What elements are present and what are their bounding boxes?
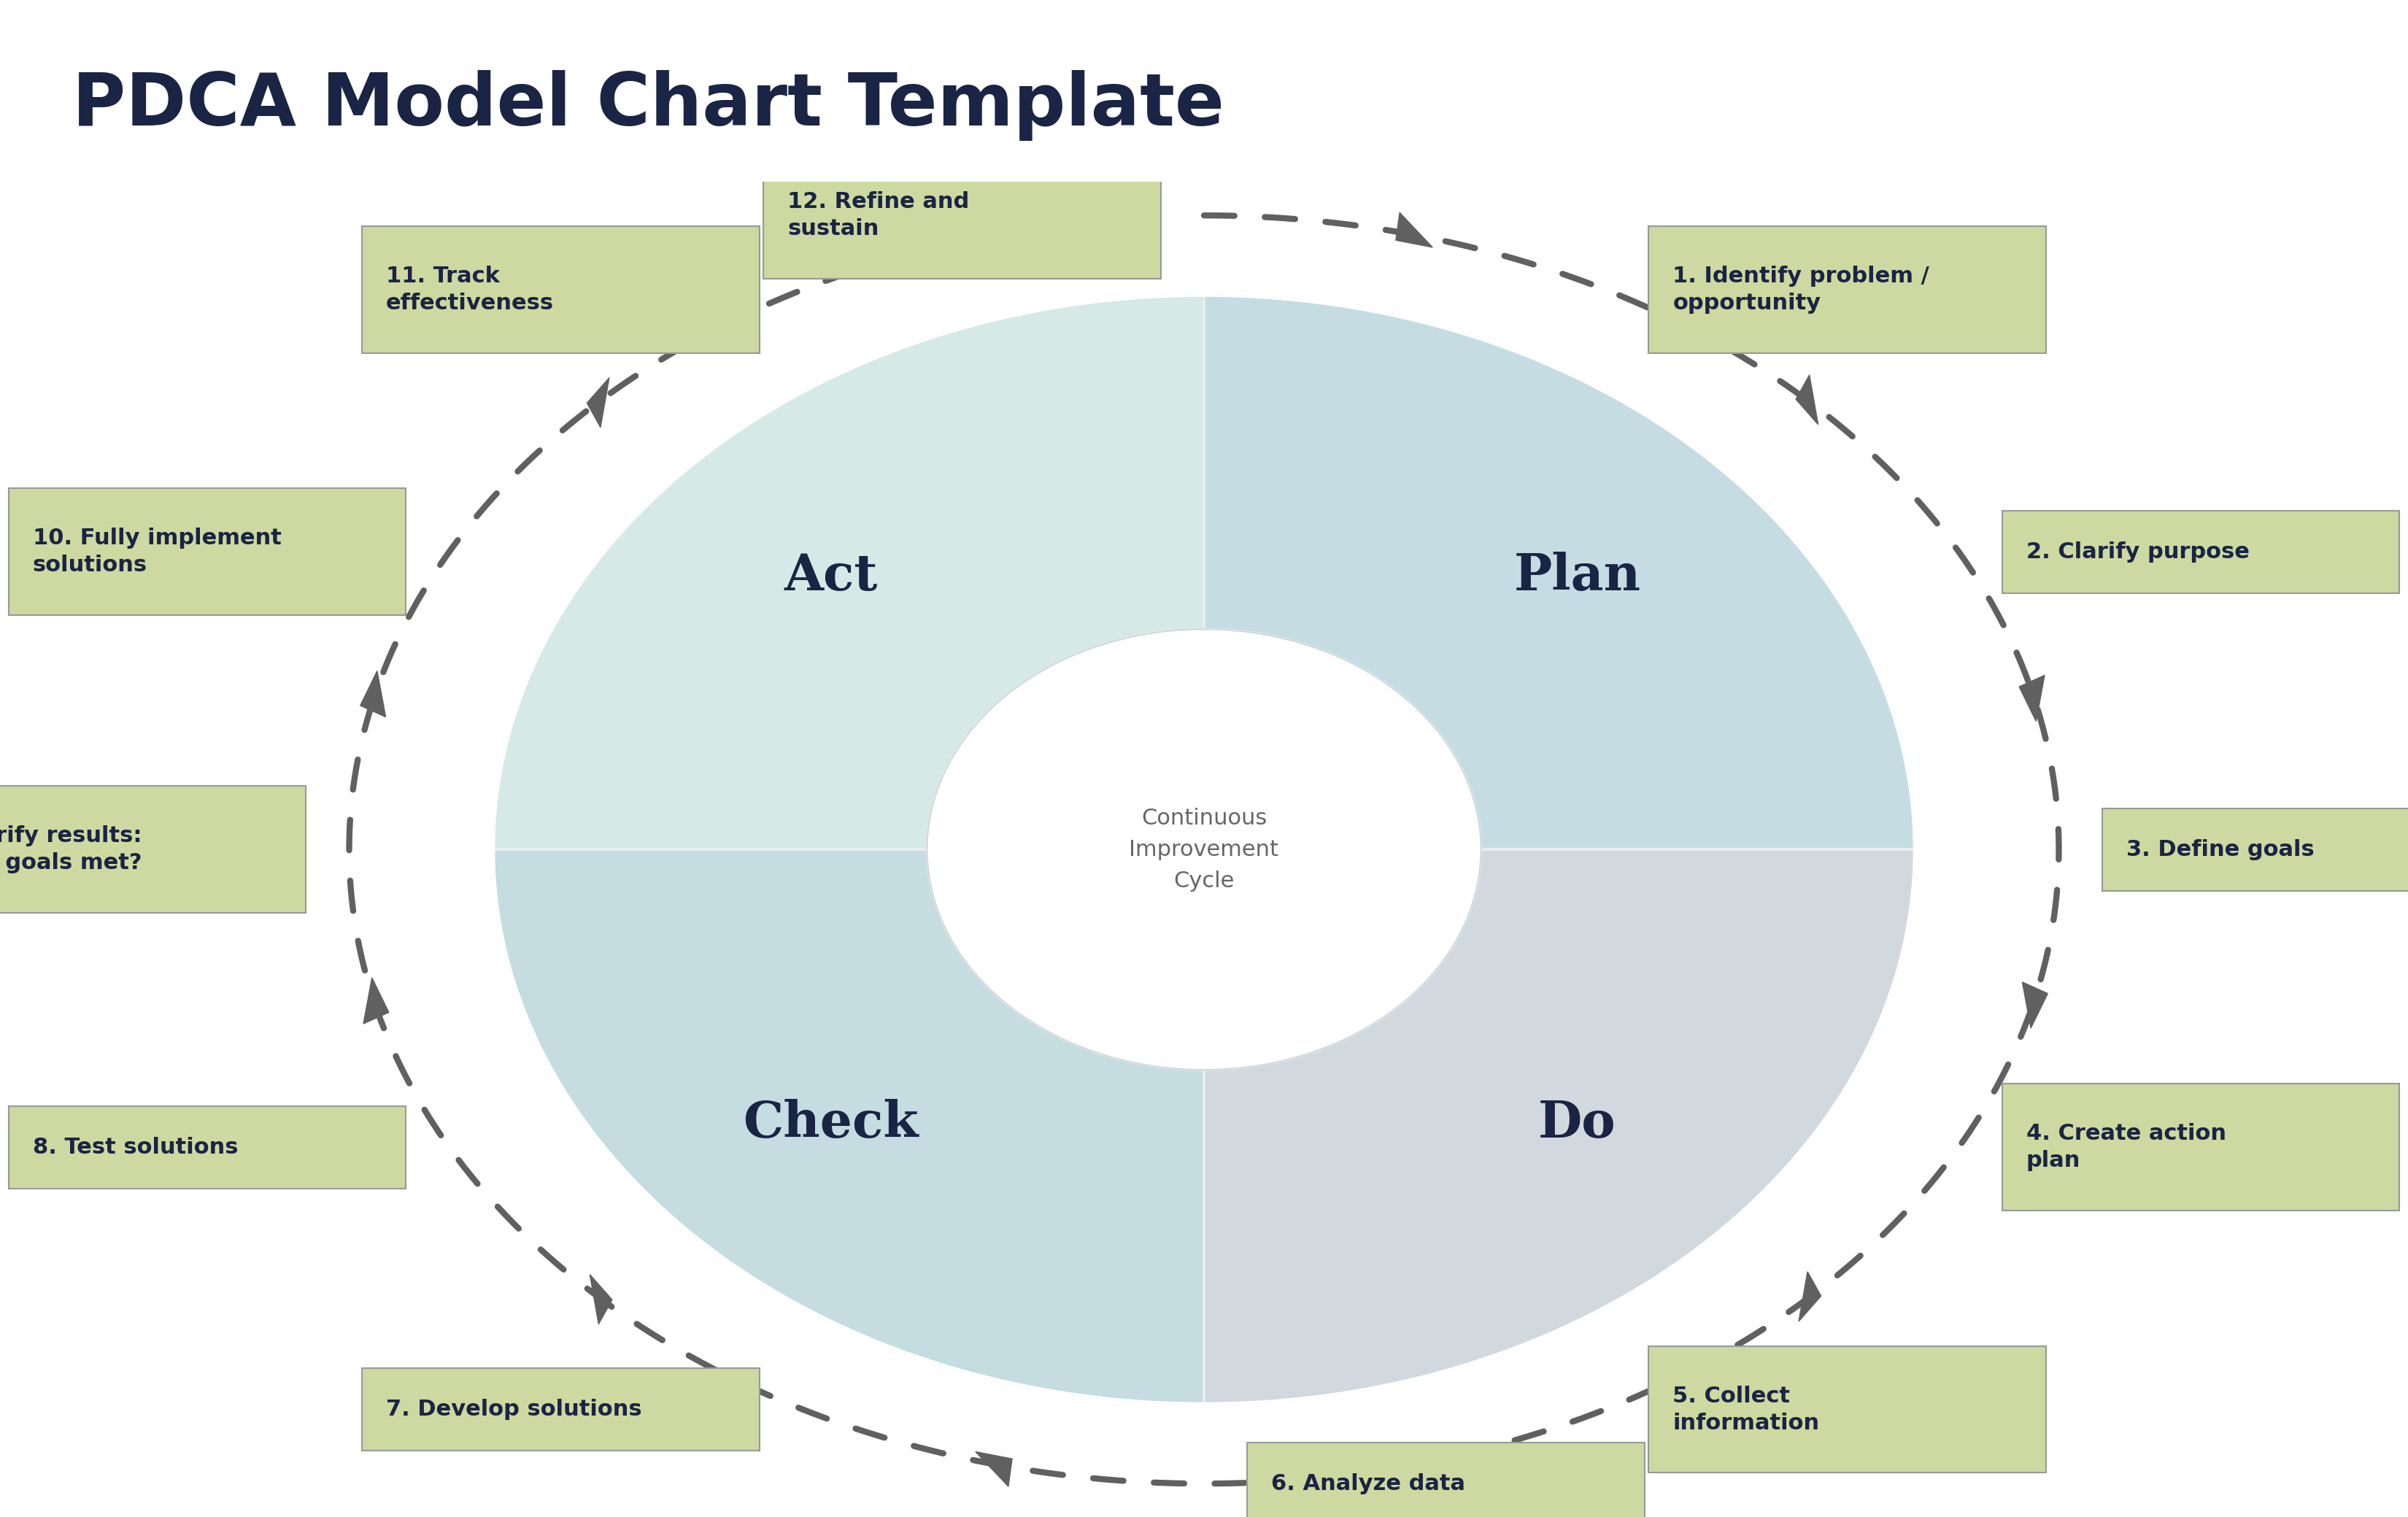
Polygon shape xyxy=(927,630,1481,1069)
Text: 11. Track
effectiveness: 11. Track effectiveness xyxy=(385,265,554,314)
Polygon shape xyxy=(2020,675,2044,722)
Polygon shape xyxy=(1204,850,1914,1403)
Polygon shape xyxy=(494,850,1204,1403)
Text: 6. Analyze data: 6. Analyze data xyxy=(1271,1473,1466,1494)
Polygon shape xyxy=(2023,981,2047,1029)
FancyBboxPatch shape xyxy=(2001,510,2398,593)
FancyBboxPatch shape xyxy=(1247,1443,1645,1517)
Polygon shape xyxy=(975,1452,1011,1487)
Polygon shape xyxy=(361,671,385,718)
FancyBboxPatch shape xyxy=(1649,226,2047,353)
Text: 1. Identify problem /
opportunity: 1. Identify problem / opportunity xyxy=(1674,265,1929,314)
Text: 7. Develop solutions: 7. Develop solutions xyxy=(385,1399,643,1420)
Text: PDCA Model Chart Template: PDCA Model Chart Template xyxy=(72,70,1223,141)
Polygon shape xyxy=(590,1274,612,1324)
Text: Act: Act xyxy=(785,551,877,601)
Polygon shape xyxy=(1397,212,1433,247)
FancyBboxPatch shape xyxy=(2001,1083,2398,1211)
Text: 9. Verify results:
Were goals met?: 9. Verify results: Were goals met? xyxy=(0,825,142,874)
Text: 3. Define goals: 3. Define goals xyxy=(2126,839,2314,860)
Polygon shape xyxy=(588,378,609,428)
FancyBboxPatch shape xyxy=(763,152,1161,279)
Text: Continuous
Improvement
Cycle: Continuous Improvement Cycle xyxy=(1129,807,1279,892)
Text: Check: Check xyxy=(744,1098,920,1148)
Polygon shape xyxy=(364,977,388,1024)
Polygon shape xyxy=(1799,1271,1820,1321)
Polygon shape xyxy=(494,296,1204,850)
Text: 2. Clarify purpose: 2. Clarify purpose xyxy=(2025,542,2249,563)
FancyBboxPatch shape xyxy=(1649,1346,2047,1473)
FancyBboxPatch shape xyxy=(361,226,759,353)
FancyBboxPatch shape xyxy=(10,488,407,616)
Text: 5. Collect
information: 5. Collect information xyxy=(1674,1385,1820,1434)
Text: 12. Refine and
sustain: 12. Refine and sustain xyxy=(787,191,970,240)
Text: 10. Fully implement
solutions: 10. Fully implement solutions xyxy=(34,528,282,576)
Text: 8. Test solutions: 8. Test solutions xyxy=(34,1136,238,1157)
FancyBboxPatch shape xyxy=(2102,809,2408,890)
Text: Do: Do xyxy=(1539,1098,1616,1148)
Polygon shape xyxy=(1796,375,1818,425)
Polygon shape xyxy=(982,221,1019,256)
Polygon shape xyxy=(1204,296,1914,850)
Text: Plan: Plan xyxy=(1515,551,1640,601)
FancyBboxPatch shape xyxy=(10,1106,407,1189)
FancyBboxPatch shape xyxy=(0,786,306,913)
FancyBboxPatch shape xyxy=(361,1368,759,1450)
Polygon shape xyxy=(1389,1443,1426,1478)
Text: 4. Create action
plan: 4. Create action plan xyxy=(2025,1123,2225,1171)
